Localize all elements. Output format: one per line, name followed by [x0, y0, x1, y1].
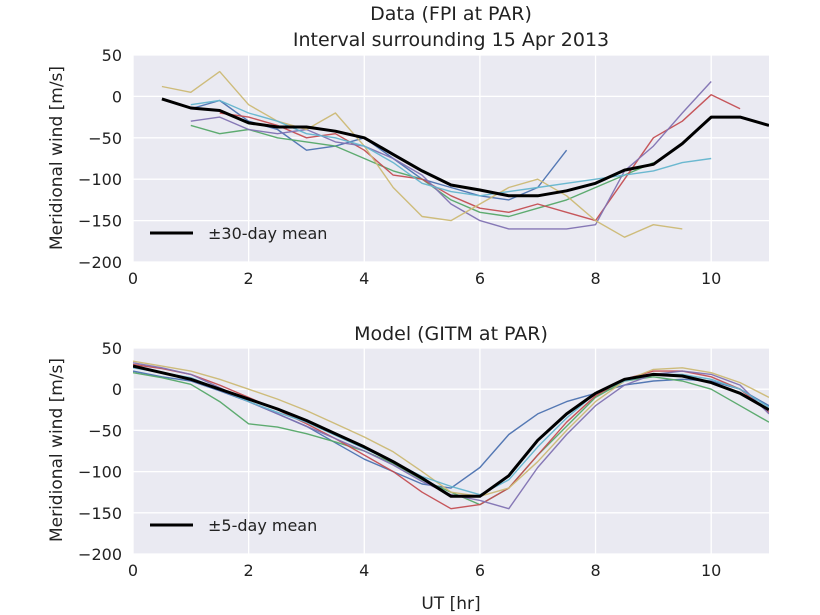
- y-tick-label: −200: [78, 545, 122, 564]
- series-line-6: [190, 99, 712, 197]
- y-tick-label: −50: [88, 421, 122, 440]
- x-tick-label: 8: [590, 561, 600, 580]
- x-tick-label: 2: [244, 269, 254, 288]
- y-tick-label: −200: [78, 253, 122, 272]
- legend: ±30-day mean: [150, 224, 327, 243]
- series-line-3: [219, 93, 741, 222]
- y-tick-label: 50: [102, 339, 122, 358]
- legend: ±5-day mean: [150, 516, 317, 535]
- panel-title: Model (GITM at PAR): [354, 323, 548, 345]
- mean-line: [161, 97, 769, 198]
- x-tick-label: 10: [701, 269, 721, 288]
- mean-line: [133, 364, 769, 498]
- series-line-5: [133, 360, 769, 497]
- y-axis-label: Meridional wind [m/s]: [47, 358, 67, 542]
- plot-area: 0 2 4 6 8 10 50 0 −50 −100 −150 −200 ±5-day mean: [78, 339, 769, 580]
- series-group: [133, 360, 769, 510]
- panel-subtitle: Interval surrounding 15 Apr 2013: [293, 29, 609, 51]
- y-axis-label: Meridional wind [m/s]: [47, 66, 67, 250]
- x-tick-label: 0: [128, 269, 138, 288]
- panel-title: Data (FPI at PAR): [370, 3, 532, 25]
- y-tick-label: 0: [112, 87, 122, 106]
- y-tick-label: 50: [102, 46, 122, 65]
- x-tick-label: 6: [475, 561, 485, 580]
- model-panel: 0 2 4 6 8 10 50 0 −50 −100 −150 −200 ±5-day mean Mod…: [47, 323, 769, 614]
- data-panel: 0 2 4 6 8 10 50 0 −50 −100 −150 −200 ±30-day mean Da…: [47, 3, 769, 288]
- x-tick-label: 2: [244, 561, 254, 580]
- x-tick-label: 6: [475, 269, 485, 288]
- plot-area: 0 2 4 6 8 10 50 0 −50 −100 −150 −200 ±30-day mean: [78, 46, 769, 288]
- y-tick-label: −150: [78, 212, 122, 231]
- series-line-3: [133, 363, 769, 510]
- legend-label: ±5-day mean: [208, 516, 317, 535]
- y-tick-label: −50: [88, 129, 122, 148]
- x-tick-label: 10: [701, 561, 721, 580]
- y-tick-label: 0: [112, 380, 122, 399]
- x-axis-label: UT [hr]: [421, 594, 480, 614]
- x-tick-label: 4: [359, 269, 369, 288]
- y-tick-label: −100: [78, 463, 122, 482]
- x-tick-label: 0: [128, 561, 138, 580]
- x-tick-label: 8: [590, 269, 600, 288]
- series-group: [161, 70, 769, 238]
- y-tick-label: −150: [78, 504, 122, 523]
- x-tick-label: 4: [359, 561, 369, 580]
- y-tick-label: −100: [78, 170, 122, 189]
- plot-background: [133, 348, 769, 554]
- legend-label: ±30-day mean: [208, 224, 327, 243]
- series-line-5: [161, 70, 683, 238]
